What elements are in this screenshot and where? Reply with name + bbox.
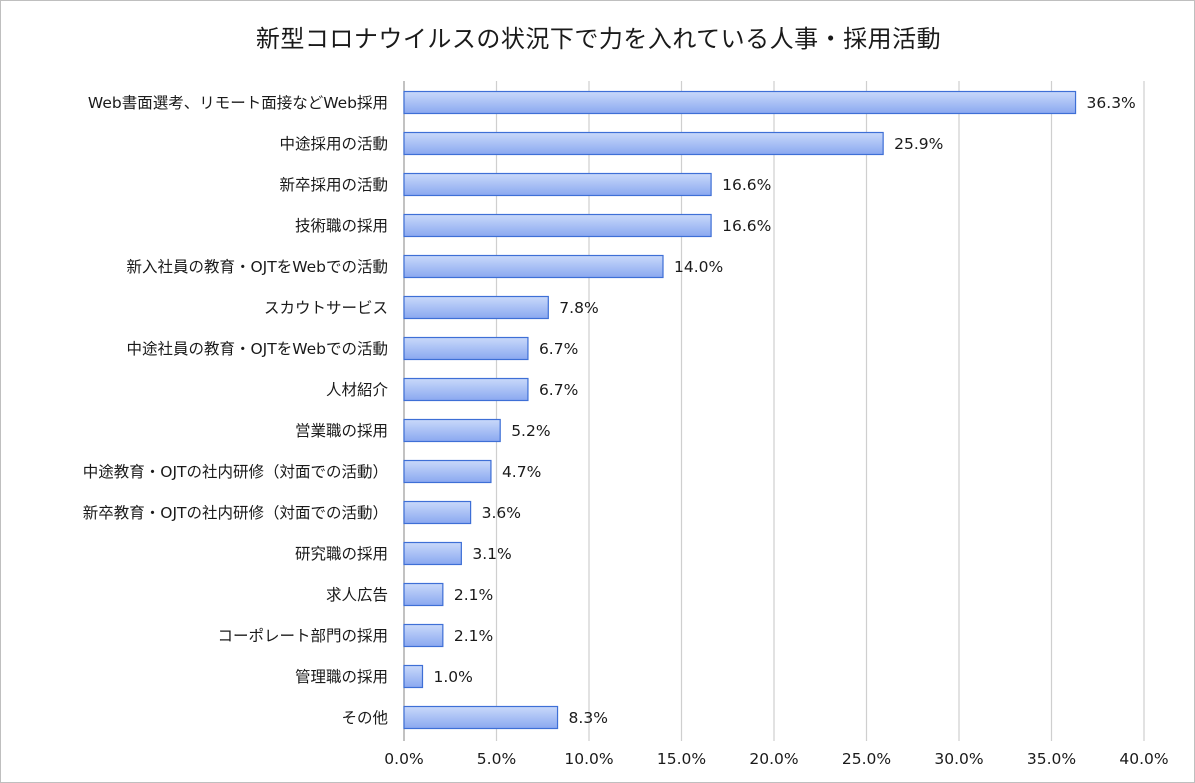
category-label: 技術職の採用 [295, 217, 388, 235]
bar [403, 459, 492, 484]
data-label: 3.1% [472, 545, 511, 563]
data-label: 7.8% [559, 299, 598, 317]
data-label: 36.3% [1087, 94, 1136, 112]
bar [403, 623, 444, 648]
category-label: コーポレート部門の採用 [217, 627, 388, 645]
x-tick-label: 5.0% [477, 750, 516, 768]
x-tick-label: 35.0% [1027, 750, 1076, 768]
category-label: その他 [341, 709, 388, 727]
category-label: 新卒教育・OJTの社内研修（対面での活動） [83, 504, 388, 522]
x-tick-label: 15.0% [657, 750, 706, 768]
category-label: 新入社員の教育・OJTをWebでの活動 [126, 258, 388, 276]
category-label: 新卒採用の活動 [279, 176, 388, 194]
bar [403, 541, 462, 566]
chart-title: 新型コロナウイルスの状況下で力を入れている人事・採用活動 [255, 25, 942, 53]
data-label: 6.7% [539, 340, 578, 358]
data-label: 14.0% [674, 258, 723, 276]
data-label: 4.7% [502, 463, 541, 481]
data-label: 25.9% [894, 135, 943, 153]
category-label: Web書面選考、リモート面接などWeb採用 [88, 94, 388, 112]
data-label: 1.0% [434, 668, 473, 686]
bar [403, 254, 664, 279]
bar [403, 213, 712, 238]
data-label: 16.6% [722, 176, 771, 194]
x-tick-label: 40.0% [1119, 750, 1168, 768]
category-label: 中途教育・OJTの社内研修（対面での活動） [83, 463, 388, 481]
data-label: 16.6% [722, 217, 771, 235]
bar [403, 295, 549, 320]
bar [403, 90, 1077, 115]
data-label: 2.1% [454, 627, 493, 645]
bar [403, 131, 884, 156]
bar [403, 418, 501, 443]
x-tick-label: 30.0% [934, 750, 983, 768]
bar [403, 377, 529, 402]
x-tick-label: 20.0% [749, 750, 798, 768]
data-label: 2.1% [454, 586, 493, 604]
bar [403, 664, 424, 689]
bar [403, 336, 529, 361]
category-label: 人材紹介 [326, 381, 389, 399]
data-label: 5.2% [511, 422, 550, 440]
x-tick-label: 10.0% [564, 750, 613, 768]
category-label: 管理職の採用 [295, 668, 388, 686]
category-label: スカウトサービス [264, 299, 388, 317]
category-label: 営業職の採用 [295, 422, 388, 440]
bar [403, 500, 472, 525]
category-label: 研究職の採用 [295, 545, 388, 563]
data-label: 8.3% [569, 709, 608, 727]
category-label: 求人広告 [326, 586, 388, 604]
bar [403, 172, 712, 197]
x-tick-label: 0.0% [384, 750, 423, 768]
bar [403, 705, 559, 730]
category-label: 中途採用の活動 [279, 135, 388, 153]
bars [403, 90, 1077, 730]
data-label: 3.6% [482, 504, 521, 522]
bar [403, 582, 444, 607]
category-label: 中途社員の教育・OJTをWebでの活動 [126, 340, 388, 358]
x-tick-label: 25.0% [842, 750, 891, 768]
data-label: 6.7% [539, 381, 578, 399]
labels: 0.0% 5.0% 10.0% 15.0% 20.0% 25.0% 30.0% 35.0% 40… [83, 94, 1169, 768]
